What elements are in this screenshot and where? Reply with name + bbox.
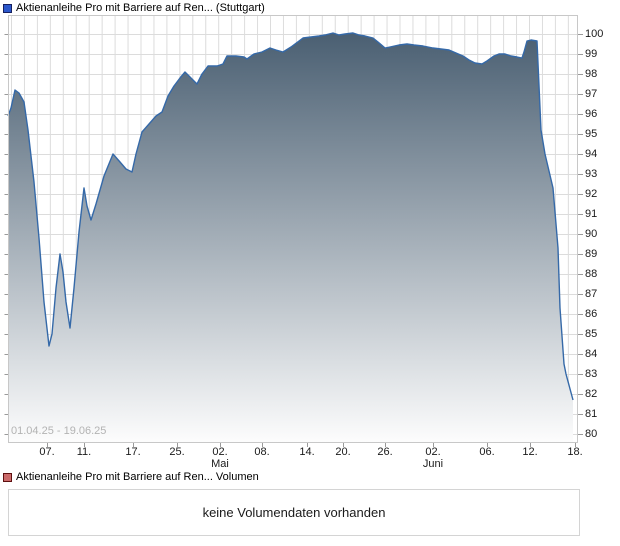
x-axis-label: 02. — [212, 446, 228, 458]
x-axis-label: 12. — [522, 446, 538, 458]
price-series-label: Aktienanleihe Pro mit Barriere auf Ren..… — [16, 2, 265, 14]
price-chart-plot[interactable] — [4, 15, 583, 447]
y-axis-label: 90 — [585, 228, 598, 240]
x-axis-label: 11. — [76, 446, 92, 458]
x-axis-month-label: Juni — [422, 458, 444, 470]
y-axis-label: 81 — [585, 408, 598, 420]
y-axis-label: 87 — [585, 288, 598, 300]
price-chart-canvas[interactable] — [4, 15, 583, 447]
x-axis-label: 14. — [299, 446, 315, 458]
price-area — [8, 33, 573, 443]
x-axis-label: 02. — [425, 446, 441, 458]
y-axis-label: 88 — [585, 268, 598, 280]
volume-panel: keine Volumendaten vorhanden — [8, 489, 580, 536]
volume-series-swatch-icon — [3, 473, 12, 482]
y-axis-label: 85 — [585, 328, 598, 340]
y-axis-label: 95 — [585, 128, 598, 140]
volume-series-legend: Aktienanleihe Pro mit Barriere auf Ren..… — [3, 471, 259, 484]
y-axis-label: 94 — [585, 148, 598, 160]
volume-series-label: Aktienanleihe Pro mit Barriere auf Ren..… — [16, 471, 259, 483]
date-range-label: 01.04.25 - 19.06.25 — [11, 425, 107, 437]
y-axis-label: 97 — [585, 88, 598, 100]
y-axis-label: 91 — [585, 208, 598, 220]
price-series-swatch-icon — [3, 4, 12, 13]
y-axis-label: 98 — [585, 68, 598, 80]
y-axis-label: 89 — [585, 248, 598, 260]
volume-empty-message: keine Volumendaten vorhanden — [202, 505, 386, 520]
plot-frame — [8, 15, 578, 443]
y-axis-label: 84 — [585, 348, 598, 360]
x-axis-month-label: Mai — [211, 458, 229, 470]
x-axis-label: 20. — [335, 446, 351, 458]
y-axis-label: 82 — [585, 388, 598, 400]
x-axis-label: 25. — [169, 446, 185, 458]
x-axis-label: 08. — [254, 446, 270, 458]
x-axis-label: 06. — [479, 446, 495, 458]
y-axis-label: 100 — [585, 28, 604, 40]
y-axis-label: 86 — [585, 308, 598, 320]
y-axis-label: 99 — [585, 48, 598, 60]
y-axis-label: 96 — [585, 108, 598, 120]
y-axis-label: 93 — [585, 168, 598, 180]
x-axis-label: 18. — [567, 446, 583, 458]
price-series-legend: Aktienanleihe Pro mit Barriere auf Ren..… — [3, 2, 265, 15]
price-line — [7, 32, 574, 401]
x-axis-label: 17. — [125, 446, 141, 458]
y-axis-label: 80 — [585, 428, 598, 440]
x-axis-label: 07. — [39, 446, 55, 458]
y-axis-label: 83 — [585, 368, 598, 380]
y-axis-label: 92 — [585, 188, 598, 200]
x-axis-label: 26. — [377, 446, 393, 458]
